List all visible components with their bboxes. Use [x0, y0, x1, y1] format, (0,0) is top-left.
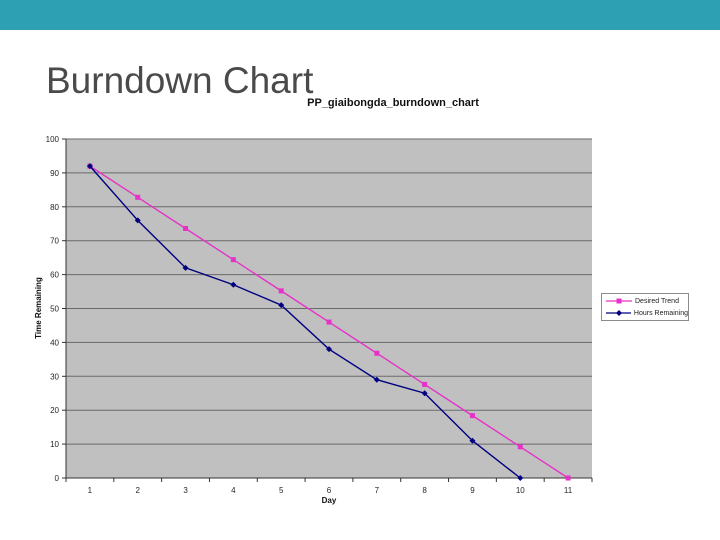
- x-tick-label: 8: [422, 486, 427, 495]
- page-title: Burndown Chart: [46, 60, 314, 101]
- marker-square-desired-trend: [374, 350, 380, 356]
- marker-square-desired-trend: [135, 194, 141, 200]
- marker-diamond-hours-remaining: [421, 390, 428, 397]
- y-tick-label: 90: [50, 169, 59, 178]
- legend-marker-square-icon: [606, 298, 632, 304]
- marker-diamond-hours-remaining: [230, 281, 237, 288]
- marker-square-desired-trend: [469, 413, 475, 419]
- marker-square-desired-trend: [565, 475, 571, 481]
- y-axis-title: Time Remaining: [34, 277, 43, 339]
- header-accent-bar: [0, 0, 720, 30]
- x-tick-label: 3: [183, 486, 188, 495]
- marker-square-desired-trend: [326, 319, 332, 325]
- y-tick-label: 70: [50, 237, 59, 246]
- y-tick-label: 10: [50, 440, 59, 449]
- legend-item-desired-trend: Desired Trend: [606, 296, 688, 306]
- x-tick-label: 4: [231, 486, 236, 495]
- legend: Desired Trend Hours Remaining: [601, 293, 689, 321]
- y-tick-label: 80: [50, 203, 59, 212]
- marker-square-desired-trend: [422, 381, 428, 387]
- marker-square-desired-trend: [183, 225, 189, 231]
- x-tick-label: 6: [327, 486, 332, 495]
- marker-diamond-hours-remaining: [373, 376, 380, 383]
- marker-square-desired-trend: [517, 444, 523, 450]
- x-tick-label: 7: [375, 486, 380, 495]
- chart-title: PP_giaibongda_burndown_chart: [307, 97, 479, 109]
- marker-square-desired-trend: [230, 257, 236, 263]
- y-tick-label: 50: [50, 305, 59, 314]
- y-tick-label: 40: [50, 338, 59, 347]
- y-tick-label: 100: [46, 135, 60, 144]
- marker-diamond-hours-remaining: [182, 264, 189, 271]
- marker-diamond-hours-remaining: [134, 217, 141, 224]
- legend-label: Desired Trend: [635, 297, 679, 305]
- series-line-hours-remaining: [89, 165, 521, 479]
- y-tick-label: 30: [50, 372, 59, 381]
- marker-diamond-hours-remaining: [86, 163, 93, 170]
- y-tick-label: 20: [50, 406, 59, 415]
- marker-square-desired-trend: [278, 288, 284, 294]
- x-axis-title: Day: [321, 496, 337, 505]
- legend-label: Hours Remaining: [633, 309, 688, 317]
- marker-diamond-hours-remaining: [517, 475, 524, 481]
- x-tick-label: 2: [136, 486, 141, 495]
- x-tick-label: 10: [516, 486, 525, 495]
- y-tick-label: 0: [55, 474, 60, 483]
- y-tick-label: 60: [50, 271, 59, 280]
- legend-marker-diamond-icon: [606, 310, 631, 316]
- x-tick-label: 1: [88, 486, 93, 495]
- marker-diamond-hours-remaining: [278, 302, 285, 309]
- marker-diamond-hours-remaining: [326, 346, 332, 353]
- marker-diamond-hours-remaining: [469, 437, 476, 444]
- legend-item-hours-remaining: Hours Remaining: [606, 308, 688, 318]
- x-tick-label: 9: [470, 486, 475, 495]
- x-tick-label: 5: [279, 486, 284, 495]
- x-tick-label: 11: [564, 486, 573, 495]
